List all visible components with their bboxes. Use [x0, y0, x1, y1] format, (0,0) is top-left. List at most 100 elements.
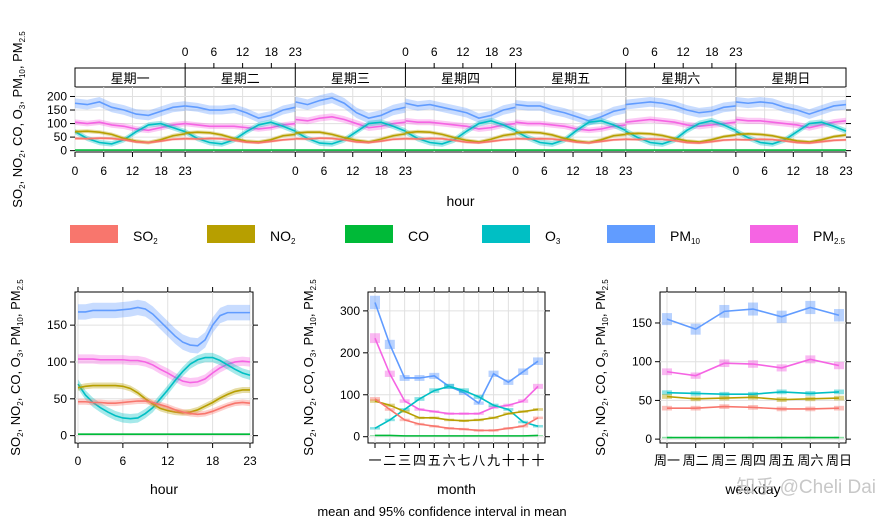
- facet-strip-label: 星期四: [441, 71, 480, 86]
- month-panel-frame: [367, 291, 546, 444]
- series-line-o3: [405, 120, 516, 145]
- series-line-no2: [74, 130, 186, 144]
- x-tick-label: 6: [541, 164, 548, 178]
- x-tick-label: 6: [651, 45, 658, 59]
- x-tick-label: 23: [243, 454, 257, 468]
- y-tick-label: 200: [47, 89, 67, 103]
- x-tick-label: 6: [211, 45, 218, 59]
- series-line-pm25: [405, 120, 516, 130]
- series-line-pm25: [185, 122, 296, 130]
- ci-box-pm10: [370, 295, 380, 310]
- x-tick-label: 0: [182, 45, 189, 59]
- x-tick-label: 23: [509, 45, 523, 59]
- y-tick-label: 50: [54, 392, 68, 406]
- x-tick-label: 0: [622, 45, 629, 59]
- ci-box-no2: [533, 408, 543, 411]
- series-line-no2: [374, 400, 539, 422]
- x-tick-label: 6: [100, 164, 107, 178]
- series-line-no2: [295, 131, 406, 143]
- y-tick-label: 150: [632, 316, 652, 330]
- series-line-no2: [77, 384, 250, 414]
- x-tick-label: 七: [457, 453, 470, 468]
- x-tick-label: 0: [733, 164, 740, 178]
- series-line-no2: [185, 131, 296, 143]
- x-tick-label: 三: [398, 453, 411, 468]
- series-line-pm25: [666, 358, 840, 377]
- legend-label-o3: O3: [545, 228, 561, 246]
- series-line-no2: [735, 133, 847, 143]
- series-line-o3: [515, 120, 627, 145]
- x-axis-title: month: [437, 481, 476, 497]
- ci-band-o3: [185, 119, 296, 147]
- series-line-so2: [185, 137, 296, 144]
- y-tick-label: 100: [632, 355, 652, 369]
- series-line-no2: [666, 395, 840, 401]
- x-tick-label: 18: [595, 164, 609, 178]
- x-tick-label: 十: [517, 453, 530, 468]
- x-tick-label: 0: [292, 164, 299, 178]
- x-tick-label: 6: [120, 454, 127, 468]
- series-line-o3: [184, 121, 296, 145]
- y-axis-title: SO2, NO2, CO, O3, PM10, PM2.5: [593, 279, 610, 456]
- x-tick-label: 周日: [826, 453, 852, 468]
- y-tick-label: 200: [340, 346, 360, 360]
- series-line-no2: [625, 132, 736, 143]
- x-tick-label: 18: [815, 164, 829, 178]
- x-tick-label: 六: [443, 453, 456, 468]
- legend-label-so2: SO2: [133, 228, 158, 246]
- legend-swatch-no2: [207, 225, 255, 243]
- x-tick-label: 12: [236, 45, 250, 59]
- facet-strip-label: 星期二: [221, 71, 260, 86]
- series-line-so2: [405, 137, 516, 144]
- series-line-o3: [666, 391, 840, 396]
- series-line-pm10: [666, 306, 840, 331]
- series-line-o3: [77, 356, 251, 420]
- x-tick-label: 十: [531, 453, 544, 468]
- ci-box-pm10: [533, 357, 543, 365]
- series-line-so2: [735, 138, 847, 144]
- series-line-so2: [74, 137, 186, 144]
- ci-band-o3: [295, 119, 406, 147]
- x-tick-label: 18: [375, 164, 389, 178]
- x-tick-label: 23: [619, 164, 633, 178]
- ci-band-o3: [735, 119, 846, 147]
- series-line-pm10: [625, 101, 736, 114]
- series-line-pm10: [78, 306, 250, 347]
- legend-label-pm25: PM2.5: [813, 228, 846, 246]
- x-tick-label: 23: [729, 45, 743, 59]
- x-tick-label: 周六: [797, 453, 823, 468]
- x-tick-label: 12: [566, 164, 580, 178]
- x-tick-label: 0: [72, 164, 79, 178]
- y-axis-title: SO2, NO2, CO, O3, PM10, PM2.5: [8, 279, 25, 456]
- x-tick-label: 四: [413, 453, 426, 468]
- facet-strip-label: 星期六: [661, 71, 700, 86]
- x-tick-label: 0: [402, 45, 409, 59]
- series-line-pm10: [295, 96, 406, 119]
- y-tick-label: 150: [47, 318, 67, 332]
- series-line-pm25: [515, 121, 626, 132]
- x-tick-label: 18: [265, 45, 279, 59]
- ci-band-pm10: [78, 299, 250, 354]
- series-line-pm10: [374, 302, 539, 405]
- y-tick-label: 150: [47, 103, 67, 117]
- x-tick-label: 6: [431, 45, 438, 59]
- series-line-no2: [405, 130, 516, 143]
- y-tick-label: 100: [47, 117, 67, 131]
- y-tick-label: 100: [340, 388, 360, 402]
- facet-strip-label: 星期三: [331, 71, 370, 86]
- series-line-so2: [667, 405, 840, 410]
- legend-swatch-o3: [482, 225, 530, 243]
- ci-box-no2: [834, 395, 844, 401]
- series-line-no2: [515, 131, 626, 144]
- ci-band-o3: [515, 117, 626, 147]
- ci-band-o3: [625, 117, 736, 147]
- facet-strip-label: 星期日: [771, 71, 810, 86]
- series-line-pm10: [74, 101, 186, 117]
- x-tick-label: 二: [383, 453, 396, 468]
- facet-strip-label: 星期五: [551, 71, 590, 86]
- series-line-pm10: [405, 102, 516, 119]
- series-line-pm10: [515, 103, 626, 122]
- x-tick-label: 九: [487, 453, 500, 468]
- y-tick-label: 0: [353, 430, 360, 444]
- x-tick-label: 周二: [683, 453, 709, 468]
